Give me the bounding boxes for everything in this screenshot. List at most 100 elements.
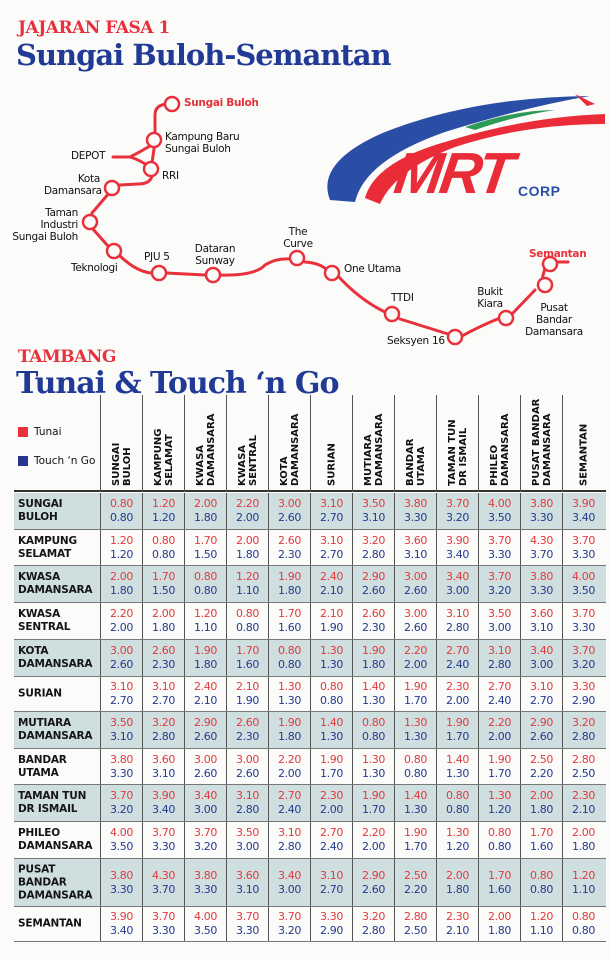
fare-cell: 2.10 1.90 — [226, 677, 268, 711]
fare-cell: 0.80 0.80 — [184, 566, 226, 602]
fare-cell: 1.30 1.20 — [436, 822, 478, 858]
row-station-label: PUSAT BANDAR DAMANSARA — [18, 863, 93, 901]
fare-cell: 2.90 2.60 — [352, 859, 394, 906]
fare-cell: 1.90 1.70 — [436, 712, 478, 748]
fare-cell: 3.70 3.20 — [100, 785, 142, 821]
fare-touch-n-go: 3.30 — [530, 584, 553, 597]
fare-cell: 2.20 2.00 — [478, 712, 520, 748]
fare-touch-n-go: 1.30 — [362, 694, 385, 707]
fare-cell: 3.70 3.20 — [478, 566, 520, 602]
fare-touch-n-go: 1.60 — [278, 621, 301, 634]
fare-tunai: 3.70 — [236, 910, 259, 923]
legend-item-tunai: Tunai — [18, 425, 95, 439]
fare-touch-n-go: 1.20 — [446, 840, 469, 853]
fare-touch-n-go: 2.70 — [320, 882, 343, 896]
fare-cell: 3.50 3.10 — [352, 493, 394, 529]
station-ttdi: TTDI — [391, 292, 414, 304]
fare-tunai: 1.70 — [194, 533, 217, 547]
fare-touch-n-go: 1.90 — [320, 621, 343, 634]
fare-touch-n-go: 1.60 — [236, 658, 259, 671]
fare-tunai: 0.80 — [404, 752, 427, 766]
fare-touch-n-go: 2.60 — [404, 621, 427, 634]
fare-tunai: 3.80 — [530, 497, 553, 510]
fare-tunai: 4.30 — [530, 533, 553, 547]
fare-touch-n-go: 1.90 — [236, 694, 259, 707]
fare-cell: 1.40 1.30 — [436, 749, 478, 784]
fare-tunai: 2.70 — [488, 680, 511, 693]
fare-touch-n-go: 3.10 — [110, 730, 133, 743]
fare-touch-n-go: 1.80 — [110, 584, 133, 597]
fare-tunai: 3.70 — [152, 910, 175, 923]
fare-tunai: 1.40 — [320, 716, 343, 729]
fare-tunai: 0.80 — [236, 607, 259, 620]
fare-touch-n-go: 3.00 — [194, 803, 217, 816]
fare-tunai: 2.60 — [362, 607, 385, 620]
fare-cell: 3.90 3.40 — [100, 907, 142, 941]
fare-cell: 3.00 2.60 — [100, 640, 142, 676]
fare-cell: 1.70 1.60 — [226, 640, 268, 676]
fare-tunai: 1.40 — [404, 789, 427, 802]
fare-tunai: 0.80 — [572, 910, 595, 923]
fare-tunai: 3.70 — [446, 497, 469, 510]
fare-cell: 3.20 2.80 — [352, 530, 394, 565]
fare-touch-n-go: 1.80 — [446, 882, 469, 896]
fare-cell: 2.60 2.30 — [226, 712, 268, 748]
fare-touch-n-go: 2.60 — [404, 584, 427, 597]
fare-touch-n-go: 2.00 — [236, 511, 259, 524]
fare-touch-n-go: 3.30 — [194, 882, 217, 896]
fare-touch-n-go: 0.80 — [572, 924, 595, 937]
fare-cell: 3.80 3.30 — [520, 566, 562, 602]
fare-touch-n-go: 1.20 — [110, 547, 133, 561]
fare-cell: 3.20 2.80 — [352, 907, 394, 941]
fare-touch-n-go: 1.80 — [278, 730, 301, 743]
fare-tunai: 0.80 — [446, 789, 469, 802]
row-station-label: KOTA DAMANSARA — [18, 645, 93, 670]
fare-cell: 3.90 3.40 — [142, 785, 184, 821]
column-header-label: PHILEO DAMANSARA — [488, 413, 511, 486]
fare-touch-n-go: 0.80 — [110, 511, 133, 524]
fare-cell: 3.20 2.80 — [142, 712, 184, 748]
fare-cell: 1.30 1.30 — [352, 749, 394, 784]
fare-touch-n-go: 3.50 — [194, 924, 217, 937]
legend-label: Touch ‘n Go — [34, 455, 96, 467]
fare-touch-n-go: 3.30 — [572, 547, 595, 561]
fare-tunai: 3.20 — [362, 533, 385, 547]
fare-tunai: 2.40 — [194, 680, 217, 693]
fare-touch-n-go: 3.30 — [152, 924, 175, 937]
fare-touch-n-go: 1.30 — [320, 658, 343, 671]
fare-tunai: 1.70 — [236, 644, 259, 657]
fare-cell: 3.10 2.80 — [268, 822, 310, 858]
fare-tunai: 3.50 — [362, 497, 385, 510]
station-dataran-sunway: Dataran Sunway — [194, 243, 236, 267]
table-row: PUSAT BANDAR DAMANSARA 3.80 3.30 4.30 3.70 3.… — [14, 859, 606, 907]
fare-tunai: 0.80 — [362, 716, 385, 729]
fare-tunai: 3.70 — [572, 644, 595, 657]
station-semantan: Semantan — [529, 248, 587, 260]
fare-tunai: 1.20 — [572, 868, 595, 882]
fare-touch-n-go: 2.30 — [278, 547, 301, 561]
fare-tunai: 2.70 — [446, 644, 469, 657]
fare-tunai: 1.90 — [362, 789, 385, 802]
fare-touch-n-go: 2.70 — [152, 694, 175, 707]
fare-touch-n-go: 1.80 — [278, 584, 301, 597]
fare-touch-n-go: 2.10 — [446, 924, 469, 937]
station-rri: RRI — [162, 170, 179, 182]
fare-touch-n-go: 1.80 — [572, 840, 595, 853]
fare-touch-n-go: 2.80 — [236, 803, 259, 816]
station-pusat-bandar: Pusat Bandar Damansara — [525, 302, 583, 338]
table-row: KAMPUNG SELAMAT 1.20 1.20 0.80 0.80 1.70 1.50 2… — [14, 530, 606, 566]
fare-cell: 2.60 2.30 — [268, 530, 310, 565]
fare-tunai: 3.30 — [572, 680, 595, 693]
fare-cell: 3.20 2.80 — [562, 712, 604, 748]
fare-tunai: 3.10 — [320, 868, 343, 882]
fare-tunai: 3.00 — [278, 497, 301, 510]
fare-touch-n-go: 3.40 — [572, 511, 595, 524]
fare-tunai: 1.30 — [446, 826, 469, 839]
fare-cell: 3.10 2.70 — [142, 677, 184, 711]
fare-touch-n-go: 2.90 — [320, 924, 343, 937]
fare-cell: 3.40 3.00 — [184, 785, 226, 821]
fare-cell: 2.90 2.60 — [184, 712, 226, 748]
fare-tunai: 3.40 — [278, 868, 301, 882]
fare-touch-n-go: 3.10 — [152, 766, 175, 780]
fare-cell: 3.80 3.30 — [100, 749, 142, 784]
